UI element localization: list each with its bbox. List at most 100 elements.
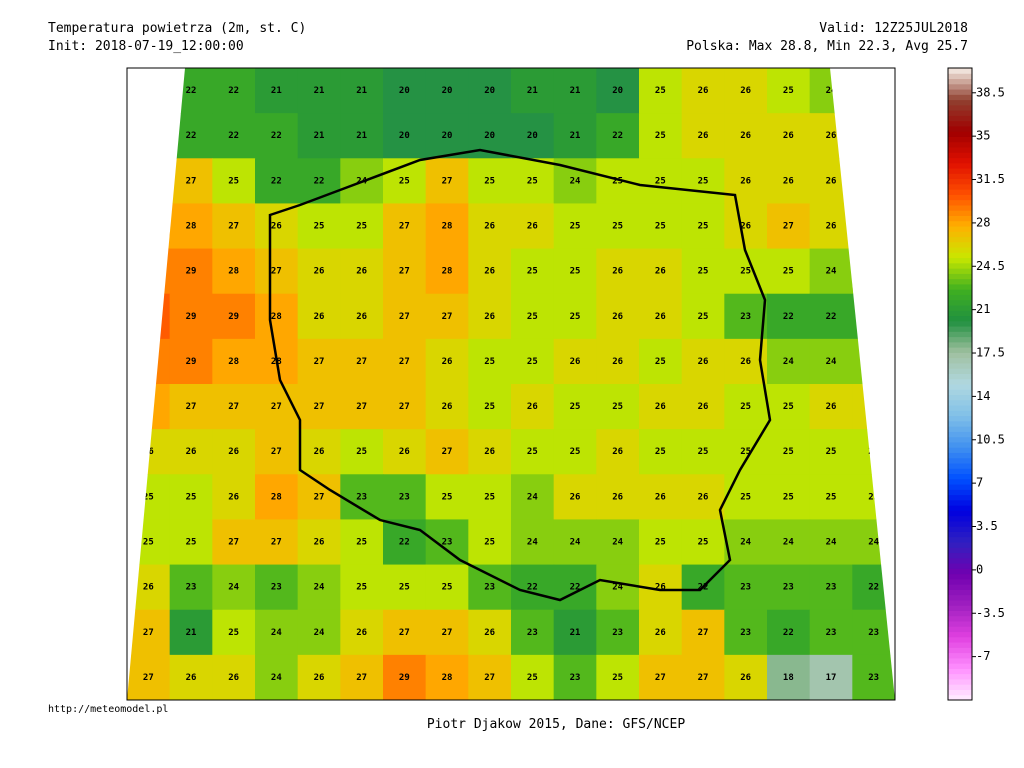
temperature-cell: [596, 384, 640, 430]
temperature-label: 25: [612, 176, 623, 186]
colorbar-swatch: [948, 247, 972, 253]
temperature-label: 26: [698, 402, 709, 412]
colorbar-swatch: [948, 268, 972, 274]
temperature-label: 23: [868, 628, 879, 638]
temperature-cell: [212, 293, 256, 340]
colorbar-swatch: [948, 336, 972, 343]
temperature-label: 26: [612, 447, 623, 457]
temperature-cell: [297, 429, 341, 475]
init-time: Init: 2018-07-19_12:00:00: [48, 39, 244, 54]
temperature-cell: [468, 158, 512, 204]
temperature-label: 25: [484, 492, 495, 502]
temperature-label: 21: [570, 86, 581, 96]
colorbar-swatch: [948, 615, 972, 622]
temperature-label: 26: [655, 583, 666, 593]
colorbar-swatch: [948, 326, 972, 332]
temperature-label: 26: [143, 583, 154, 593]
temperature-label: 26: [271, 222, 282, 232]
temperature-label: 25: [612, 673, 623, 683]
colorbar-swatch: [948, 115, 972, 122]
colorbar-swatch: [948, 668, 972, 675]
temperature-label: 23: [143, 86, 154, 96]
temperature-label: 20: [399, 86, 410, 96]
temperature-label: 27: [399, 222, 410, 232]
temperature-label: 21: [527, 86, 538, 96]
temperature-label: 21: [314, 86, 325, 96]
colorbar-tick-label: 35: [976, 129, 990, 143]
temperature-label: 28: [143, 222, 154, 232]
temperature-cell: [383, 248, 427, 295]
temperature-cell: [169, 158, 213, 204]
temperature-label: 29: [228, 312, 239, 322]
temperature-label: 27: [399, 628, 410, 638]
colorbar-swatch: [948, 183, 972, 190]
temperature-cell: [212, 338, 256, 385]
temperature-cell: [383, 429, 427, 475]
temperature-label: 26: [698, 86, 709, 96]
temperature-label: 25: [399, 583, 410, 593]
temperature-cell: [553, 654, 597, 700]
colorbar-swatch: [948, 410, 972, 417]
temperature-cell: [767, 519, 811, 566]
colorbar-swatch: [948, 420, 972, 427]
temperature-label: 26: [442, 402, 453, 412]
temperature-cell: [724, 474, 768, 520]
temperature-label: 26: [484, 222, 495, 232]
temperature-label: 25: [527, 357, 538, 367]
temperature-label: 29: [143, 267, 154, 277]
temperature-cell: [212, 384, 256, 430]
temperature-label: 24: [271, 628, 282, 638]
colorbar-swatch: [948, 283, 972, 290]
temperature-label: 25: [612, 402, 623, 412]
temperature-cell: [553, 113, 597, 159]
colorbar-swatch: [948, 189, 972, 195]
temperature-label: 26: [228, 673, 239, 683]
colorbar-swatch: [948, 273, 972, 280]
colorbar-swatch: [948, 694, 972, 701]
temperature-cell: [724, 384, 768, 430]
temperature-label: 28: [271, 492, 282, 502]
temperature-cell: [596, 158, 640, 204]
colorbar-swatch: [948, 484, 972, 490]
temperature-label: 25: [826, 447, 837, 457]
temperature-label: 28: [442, 673, 453, 683]
temperature-label: 27: [442, 628, 453, 638]
temperature-cell: [809, 293, 853, 340]
temperature-label: 25: [698, 176, 709, 186]
temperature-label: 25: [740, 492, 751, 502]
colorbar-swatch: [948, 573, 972, 580]
temperature-label: 24: [868, 86, 879, 96]
temperature-cell: [297, 654, 341, 700]
temperature-label: 20: [612, 86, 623, 96]
colorbar-swatch: [948, 431, 972, 438]
colorbar-swatch: [948, 331, 972, 338]
temperature-cell: [596, 564, 640, 611]
temperature-cell: [596, 474, 640, 520]
temperature-label: 24: [527, 492, 538, 502]
temperature-label: 26: [655, 267, 666, 277]
colorbar-swatch: [948, 215, 972, 222]
temperature-cell: [724, 519, 768, 566]
temperature-cell: [511, 384, 555, 430]
temperature-cell: [596, 654, 640, 700]
temperature-cell: [212, 203, 256, 250]
temperature-cell: [681, 519, 725, 566]
temperature-label: 22: [783, 312, 794, 322]
temperature-label: 26: [740, 222, 751, 232]
colorbar-swatch: [948, 647, 972, 654]
temperature-cell: [468, 248, 512, 295]
temperature-cell: [553, 203, 597, 250]
temperature-cell: [169, 609, 213, 656]
colorbar-swatch: [948, 568, 972, 575]
temperature-label: 25: [655, 447, 666, 457]
temperature-cell: [127, 248, 171, 295]
temperature-cell: [425, 654, 469, 700]
temperature-label: 20: [527, 131, 538, 141]
colorbar-tick-label: 28: [976, 215, 990, 229]
temperature-cell: [767, 293, 811, 340]
temperature-label: 24: [570, 176, 581, 186]
colorbar-tick-label: 3.5: [976, 519, 998, 533]
temperature-label: 27: [399, 402, 410, 412]
colorbar-swatch: [948, 68, 972, 74]
colorbar-tick-label: -3.5: [976, 606, 1005, 620]
